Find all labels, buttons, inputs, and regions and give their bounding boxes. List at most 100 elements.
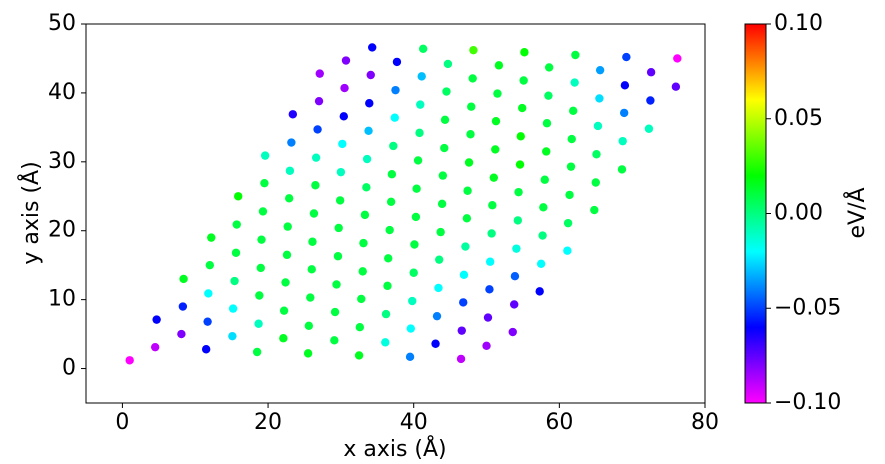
point [538, 231, 547, 240]
point [485, 257, 495, 266]
point [234, 192, 243, 201]
point [570, 78, 579, 87]
point [593, 121, 603, 131]
point [381, 338, 390, 347]
point [469, 45, 478, 55]
point [279, 306, 289, 315]
point [432, 311, 442, 321]
point [536, 259, 546, 269]
point [412, 184, 421, 193]
point [387, 170, 397, 179]
point [436, 227, 445, 237]
point [338, 139, 347, 149]
point [389, 141, 398, 151]
point [254, 319, 263, 328]
point [308, 237, 317, 246]
point [283, 222, 292, 231]
x-tick-label: 80 [691, 410, 719, 435]
point [440, 143, 449, 153]
point [231, 248, 241, 257]
y-tick-label: 20 [48, 218, 76, 243]
x-axis-label: x axis (Å) [343, 435, 446, 462]
point [390, 113, 399, 122]
point [493, 89, 502, 98]
points [125, 43, 682, 365]
point [178, 302, 188, 311]
point [592, 150, 601, 159]
point [415, 128, 424, 138]
point [341, 56, 351, 65]
point [461, 242, 470, 251]
point [591, 178, 600, 187]
point [520, 48, 529, 57]
point [510, 272, 520, 281]
point [595, 94, 604, 103]
point [334, 223, 343, 233]
point [150, 342, 160, 352]
point [384, 254, 393, 263]
point [457, 326, 466, 335]
point [508, 327, 517, 337]
point [309, 209, 319, 218]
point [364, 126, 373, 136]
point [438, 171, 448, 180]
point [571, 50, 580, 60]
point [362, 183, 371, 192]
point [260, 178, 269, 188]
point [339, 112, 348, 121]
point [466, 130, 475, 139]
point [257, 235, 266, 244]
x-tick-label: 0 [115, 410, 129, 435]
point [671, 82, 681, 91]
point [315, 69, 324, 78]
point [440, 115, 450, 124]
point [258, 207, 268, 216]
point [336, 167, 346, 177]
point [357, 294, 366, 304]
point [459, 270, 469, 280]
point [542, 147, 551, 156]
point [232, 220, 241, 229]
point [518, 103, 527, 113]
point [544, 91, 553, 100]
point [288, 110, 298, 119]
point [443, 59, 453, 69]
point [381, 309, 391, 319]
point [437, 199, 447, 209]
point [201, 345, 211, 354]
point [306, 293, 315, 302]
point [514, 187, 523, 197]
point [311, 181, 320, 190]
point [488, 201, 497, 210]
point [513, 216, 523, 225]
point [456, 354, 466, 364]
point [311, 153, 321, 162]
point [542, 119, 552, 128]
point [355, 323, 365, 332]
point [332, 280, 341, 289]
point [646, 96, 655, 105]
point [418, 44, 428, 54]
point [442, 87, 451, 96]
point [566, 162, 576, 171]
point [494, 61, 504, 70]
point [409, 268, 418, 277]
point [365, 99, 374, 108]
colorbar-tick-label: 0.10 [774, 11, 823, 36]
point [410, 240, 419, 249]
y-axis-label: y axis (Å) [17, 161, 44, 264]
point [358, 267, 367, 276]
point [333, 252, 343, 261]
point [383, 281, 392, 291]
point [485, 285, 494, 294]
point [330, 307, 340, 317]
point [618, 136, 627, 146]
colorbar-tick-label: 0.05 [774, 106, 823, 131]
point [673, 54, 682, 63]
point [152, 315, 161, 324]
point [431, 339, 440, 348]
point [228, 304, 238, 313]
point [205, 260, 214, 270]
point [230, 276, 239, 286]
